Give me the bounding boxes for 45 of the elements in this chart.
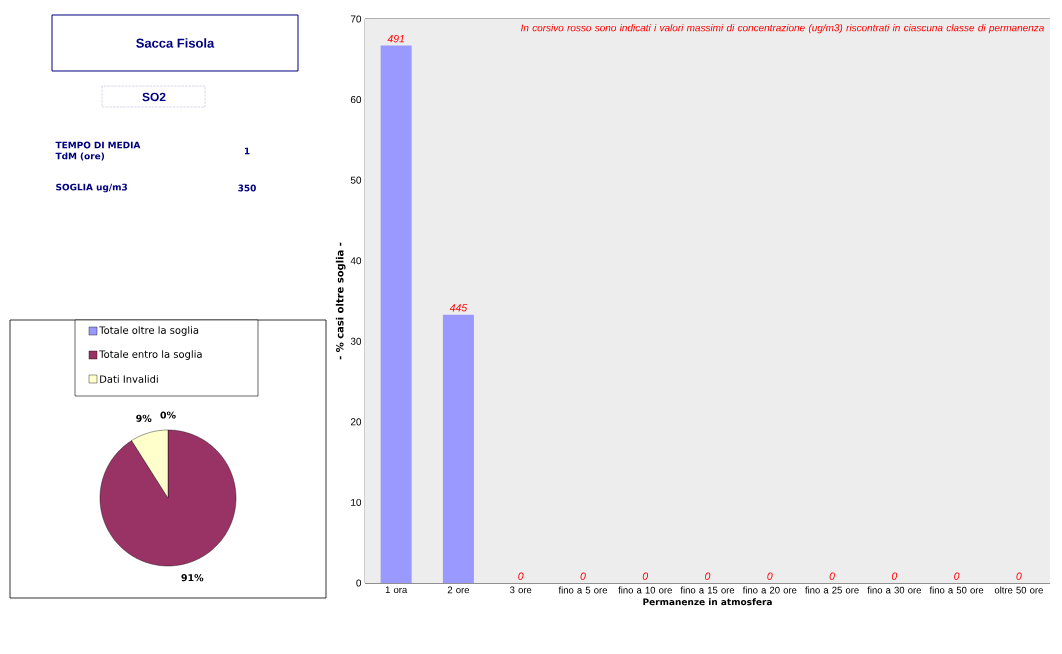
annotation: 0 xyxy=(954,572,960,580)
y-tick-label: 0 xyxy=(356,579,362,587)
x-tick-label: fino a 15 ore xyxy=(680,586,735,594)
data-label: 91% xyxy=(181,574,204,582)
x-tick-label: fino a 10 ore xyxy=(618,586,672,594)
annotation: 0 xyxy=(642,572,649,580)
annotation: 491 xyxy=(387,34,404,43)
legend-label: Totale oltre la soglia xyxy=(99,326,199,336)
x-tick-label: fino a 50 ore xyxy=(929,586,984,594)
legend-label: Dati Invalidi xyxy=(100,375,158,383)
y-axis-title: - % casi oltre soglia - xyxy=(335,242,346,360)
x-tick-label: fino a 25 ore xyxy=(805,586,859,594)
annotation: In corsivo rosso sono indicati i valori massimi di concentrazione (ug/m3) riscontrati in ciascuna classe di permanenza xyxy=(520,24,1044,34)
y-tick-label: 40 xyxy=(350,257,362,265)
annotation: 0 xyxy=(1016,572,1022,580)
x-tick-label: fino a 20 ore xyxy=(742,586,797,594)
annotation: 0 xyxy=(767,572,773,580)
annotation: 0 xyxy=(891,572,898,580)
x-tick-label: oltre 50 ore xyxy=(994,586,1043,594)
annotation: 0 xyxy=(518,572,524,580)
legend-label: Totale entro la soglia xyxy=(99,350,202,360)
annotation: 0 xyxy=(829,572,835,580)
annotation: 445 xyxy=(449,304,468,312)
y-tick-label: 20 xyxy=(350,418,362,426)
data-label: 9% xyxy=(136,414,152,422)
x-tick-label: 3 ore xyxy=(510,586,532,594)
x-tick-label: 2 ore xyxy=(447,586,470,594)
annotation: 0 xyxy=(580,572,586,580)
y-tick-label: 50 xyxy=(350,176,362,184)
text: SOGLIA ug/m3 xyxy=(56,183,128,193)
annotation: 0 xyxy=(705,572,711,580)
x-tick-label: 1 ora xyxy=(385,586,408,594)
x-tick-label: fino a 5 ore xyxy=(558,586,607,594)
text: 350 xyxy=(238,184,256,192)
text: Sacca Fisola xyxy=(136,38,215,48)
y-tick-label: 30 xyxy=(350,337,362,345)
text: SO2 xyxy=(142,92,166,102)
text: 1 xyxy=(244,147,250,155)
y-tick-label: 70 xyxy=(350,15,362,23)
text: 0% xyxy=(160,411,176,419)
y-tick-label: 10 xyxy=(351,498,362,506)
x-tick-label: fino a 30 ore xyxy=(867,586,921,594)
x-axis-title: Permanenze in atmosfera xyxy=(643,598,772,606)
y-tick-label: 60 xyxy=(350,96,362,104)
text: TEMPO DI MEDIA TdM (ore) xyxy=(55,141,141,161)
